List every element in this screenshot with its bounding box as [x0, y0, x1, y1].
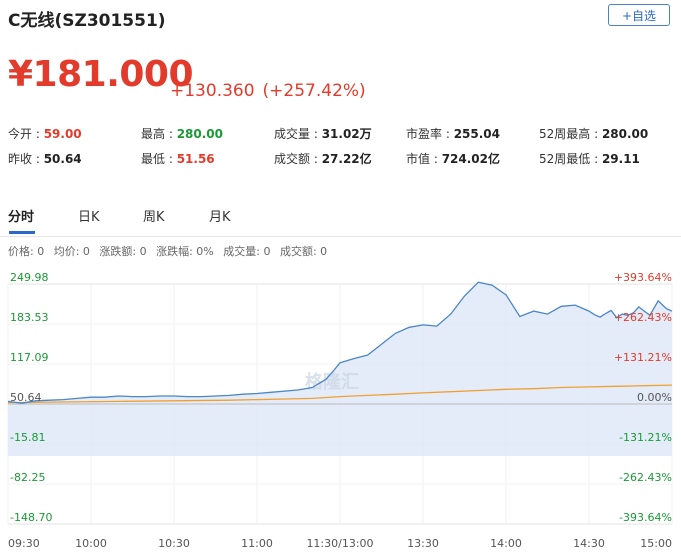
- stat-pe-label: 市盈率 :: [406, 127, 454, 141]
- stat-prev-close-label: 昨收 :: [8, 152, 44, 166]
- info-volume: 成交量: 0: [223, 245, 271, 258]
- tab-daily-k[interactable]: 日K: [78, 210, 100, 225]
- stat-52w-low-value: 29.11: [601, 152, 640, 166]
- x-tick-label: 14:30: [573, 537, 605, 550]
- y-right-tick-label: 0.00%: [637, 391, 672, 404]
- stat-52w-low: 52周最低 : 29.11: [539, 150, 640, 167]
- stat-low: 最低 : 51.56: [141, 150, 215, 167]
- stat-52w-high: 52周最高 : 280.00: [539, 125, 648, 142]
- tab-monthly-k[interactable]: 月K: [209, 210, 231, 225]
- tab-intraday[interactable]: 分时: [8, 210, 35, 225]
- x-axis: 09:30 10:00 10:30 11:00 11:30/13:00 13:30 14:0…: [8, 537, 672, 550]
- crosshair-info-bar: 价格: 0 均价: 0 涨跌额: 0 涨跌幅: 0% 成交量: 0 成交额: 0: [8, 243, 333, 259]
- x-tick-label: 09:30: [8, 537, 40, 550]
- active-tab-indicator: [9, 231, 35, 234]
- x-tick-label: 14:00: [490, 537, 522, 550]
- stat-mktcap: 市值 : 724.02亿: [406, 150, 500, 167]
- add-to-watchlist-button[interactable]: +自选: [608, 4, 670, 26]
- stat-mktcap-label: 市值 :: [406, 152, 442, 166]
- stat-open-label: 今开 :: [8, 127, 44, 141]
- info-change-pct: 涨跌幅: 0%: [156, 245, 214, 258]
- change-percent: (+257.42%): [262, 81, 366, 101]
- stat-amount-value: 27.22亿: [321, 152, 372, 166]
- current-price: ¥181.000: [8, 54, 194, 95]
- stat-high-label: 最高 :: [141, 127, 177, 141]
- stat-prev-close-value: 50.64: [43, 152, 82, 166]
- stat-pe: 市盈率 : 255.04: [406, 125, 500, 142]
- info-price: 价格: 0: [8, 245, 45, 258]
- info-change: 涨跌额: 0: [99, 245, 147, 258]
- price-line: [7, 281, 673, 404]
- stat-low-value: 51.56: [176, 152, 215, 166]
- stat-52w-low-label: 52周最低 :: [539, 152, 602, 166]
- stat-low-label: 最低 :: [141, 152, 177, 166]
- y-axis-left: 249.98 183.53 117.09 50.64 -15.81 -82.25 -148.…: [10, 271, 52, 524]
- chart-tabs: 分时 日K 周K 月K: [0, 198, 681, 237]
- y-axis-right: +393.64% +262.43% +131.21% 0.00% -131.21% -26…: [614, 271, 672, 524]
- stat-volume-label: 成交量 :: [274, 127, 322, 141]
- y-left-tick-label: 183.53: [10, 311, 49, 324]
- stat-prev-close: 昨收 : 50.64: [8, 150, 82, 167]
- y-left-tick-label: -148.70: [10, 511, 52, 524]
- price-change: +130.360 (+257.42%): [170, 81, 374, 101]
- y-left-tick-label: 117.09: [10, 351, 49, 364]
- y-right-tick-label: +393.64%: [614, 271, 672, 284]
- stat-volume: 成交量 : 31.02万: [274, 125, 372, 142]
- average-price-line: [7, 384, 673, 404]
- price-area-fill: [8, 282, 672, 456]
- stat-mktcap-value: 724.02亿: [441, 152, 500, 166]
- stat-amount-label: 成交额 :: [274, 152, 322, 166]
- stat-52w-high-value: 280.00: [601, 127, 649, 141]
- y-left-tick-label: -82.25: [10, 471, 45, 484]
- stat-52w-high-label: 52周最高 :: [539, 127, 602, 141]
- stat-amount: 成交额 : 27.22亿: [274, 150, 372, 167]
- stat-open: 今开 : 59.00: [8, 125, 82, 142]
- y-right-tick-label: +131.21%: [614, 351, 672, 364]
- stat-pe-value: 255.04: [453, 127, 500, 141]
- stat-volume-value: 31.02万: [321, 127, 372, 141]
- info-avg: 均价: 0: [53, 245, 90, 258]
- change-amount: +130.360: [170, 81, 255, 101]
- x-tick-label: 10:30: [158, 537, 190, 550]
- watermark-text: 格隆汇: [305, 371, 359, 393]
- stat-high-value: 280.00: [176, 127, 223, 141]
- stat-open-value: 59.00: [43, 127, 82, 141]
- intraday-chart[interactable]: 格隆汇 249.98 183.53 117.09 50.64 -15.81 -82.25 -…: [0, 270, 681, 553]
- stock-title: C无线(SZ301551): [8, 11, 166, 31]
- y-left-tick-label: 50.64: [10, 391, 42, 404]
- x-tick-label: 11:30/13:00: [306, 537, 373, 550]
- y-right-tick-label: -262.43%: [619, 471, 672, 484]
- x-tick-label: 15:00: [640, 537, 672, 550]
- info-amount: 成交额: 0: [279, 245, 328, 258]
- x-tick-label: 13:30: [407, 537, 439, 550]
- y-left-tick-label: 249.98: [10, 271, 49, 284]
- tab-weekly-k[interactable]: 周K: [143, 210, 165, 225]
- y-right-tick-label: +262.43%: [614, 311, 672, 324]
- y-right-tick-label: -393.64%: [619, 511, 672, 524]
- stat-high: 最高 : 280.00: [141, 125, 223, 142]
- y-left-tick-label: -15.81: [10, 431, 45, 444]
- x-tick-label: 11:00: [241, 537, 273, 550]
- x-tick-label: 10:00: [75, 537, 107, 550]
- y-right-tick-label: -131.21%: [619, 431, 672, 444]
